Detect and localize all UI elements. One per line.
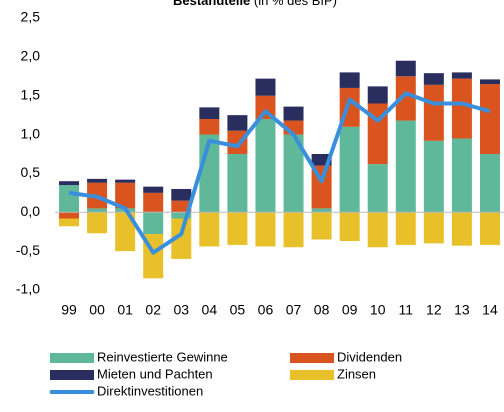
bar: [283, 212, 304, 248]
bar: [255, 212, 276, 247]
bar: [255, 119, 276, 213]
legend-label: Direktinvestitionen: [97, 383, 203, 398]
legend-swatch: [50, 370, 94, 380]
bar: [479, 84, 500, 154]
bar: [115, 212, 136, 252]
bar: [479, 212, 500, 245]
bar: [423, 84, 444, 141]
y-tick-label: 2,5: [21, 9, 41, 25]
bar: [59, 185, 80, 213]
bar: [87, 178, 108, 183]
legend-swatch: [50, 353, 94, 363]
x-tick-label: 00: [89, 302, 105, 318]
bar: [395, 60, 416, 77]
bar: [367, 164, 388, 213]
bar: [339, 212, 360, 242]
y-tick-label: 0,0: [21, 203, 41, 219]
bar: [143, 186, 164, 193]
bar: [451, 72, 472, 79]
bar: [283, 106, 304, 121]
bar: [339, 72, 360, 88]
bar: [199, 212, 220, 247]
bar: [423, 140, 444, 213]
bar: [367, 86, 388, 104]
bar: [59, 181, 80, 186]
y-tick-label: 1,0: [21, 125, 41, 141]
bar: [227, 115, 248, 131]
y-tick-label: -0,5: [16, 242, 40, 258]
bar: [395, 212, 416, 245]
x-tick-label: 08: [314, 302, 330, 318]
bar: [171, 218, 192, 259]
bar: [311, 154, 332, 166]
bar: [199, 119, 220, 135]
x-tick-label: 05: [230, 302, 246, 318]
bar: [255, 78, 276, 96]
bar: [367, 212, 388, 248]
y-tick-label: 0,5: [21, 164, 41, 180]
x-tick-label: 07: [286, 302, 302, 318]
bar: [283, 134, 304, 213]
legend-label: Zinsen: [337, 366, 376, 381]
bar: [451, 212, 472, 246]
bar: [171, 188, 192, 201]
x-tick-label: 12: [426, 302, 442, 318]
bar: [395, 120, 416, 213]
bar: [311, 208, 332, 213]
bar: [143, 192, 164, 213]
x-tick-label: 14: [482, 302, 498, 318]
y-tick-label: 2,0: [21, 48, 41, 64]
bar: [423, 212, 444, 244]
bar: [339, 126, 360, 213]
x-tick-label: 03: [173, 302, 189, 318]
bar: [115, 179, 136, 183]
x-tick-label: 13: [454, 302, 470, 318]
bar: [479, 79, 500, 85]
bar: [143, 212, 164, 235]
legend-swatch: [290, 353, 334, 363]
legend-swatch: [290, 370, 334, 380]
bar: [171, 212, 192, 219]
bar: [451, 78, 472, 139]
x-tick-label: 04: [202, 302, 218, 318]
x-tick-label: 10: [370, 302, 386, 318]
legend-label: Dividenden: [337, 349, 402, 364]
bar: [59, 212, 80, 219]
bar: [115, 182, 136, 209]
bar: [479, 154, 500, 213]
x-tick-label: 11: [399, 302, 414, 318]
bar: [423, 73, 444, 85]
y-tick-label: 1,5: [21, 86, 41, 102]
legend-label: Mieten und Pachten: [97, 366, 213, 381]
x-tick-label: 01: [117, 302, 133, 318]
bar: [199, 107, 220, 120]
x-tick-label: 02: [145, 302, 161, 318]
y-tick-label: -1,0: [16, 281, 40, 297]
bar: [227, 154, 248, 213]
line-series: [68, 91, 491, 255]
chart-title: Bestandteile (in % des BIP): [173, 0, 337, 8]
x-tick-label: 99: [61, 302, 77, 318]
bar: [395, 76, 416, 121]
bar: [227, 130, 248, 154]
bar: [87, 212, 108, 234]
bar: [171, 200, 192, 213]
bar: [227, 212, 248, 245]
bar: [451, 138, 472, 213]
bar: [311, 212, 332, 240]
x-tick-label: 06: [258, 302, 274, 318]
bar: [59, 218, 80, 227]
subtitle: (in % des BIP): [254, 0, 337, 8]
legend-label: Reinvestierte Gewinne: [97, 349, 228, 364]
bar: [87, 208, 108, 213]
x-tick-label: 09: [342, 302, 358, 318]
title: Bestandteile: [173, 0, 250, 8]
